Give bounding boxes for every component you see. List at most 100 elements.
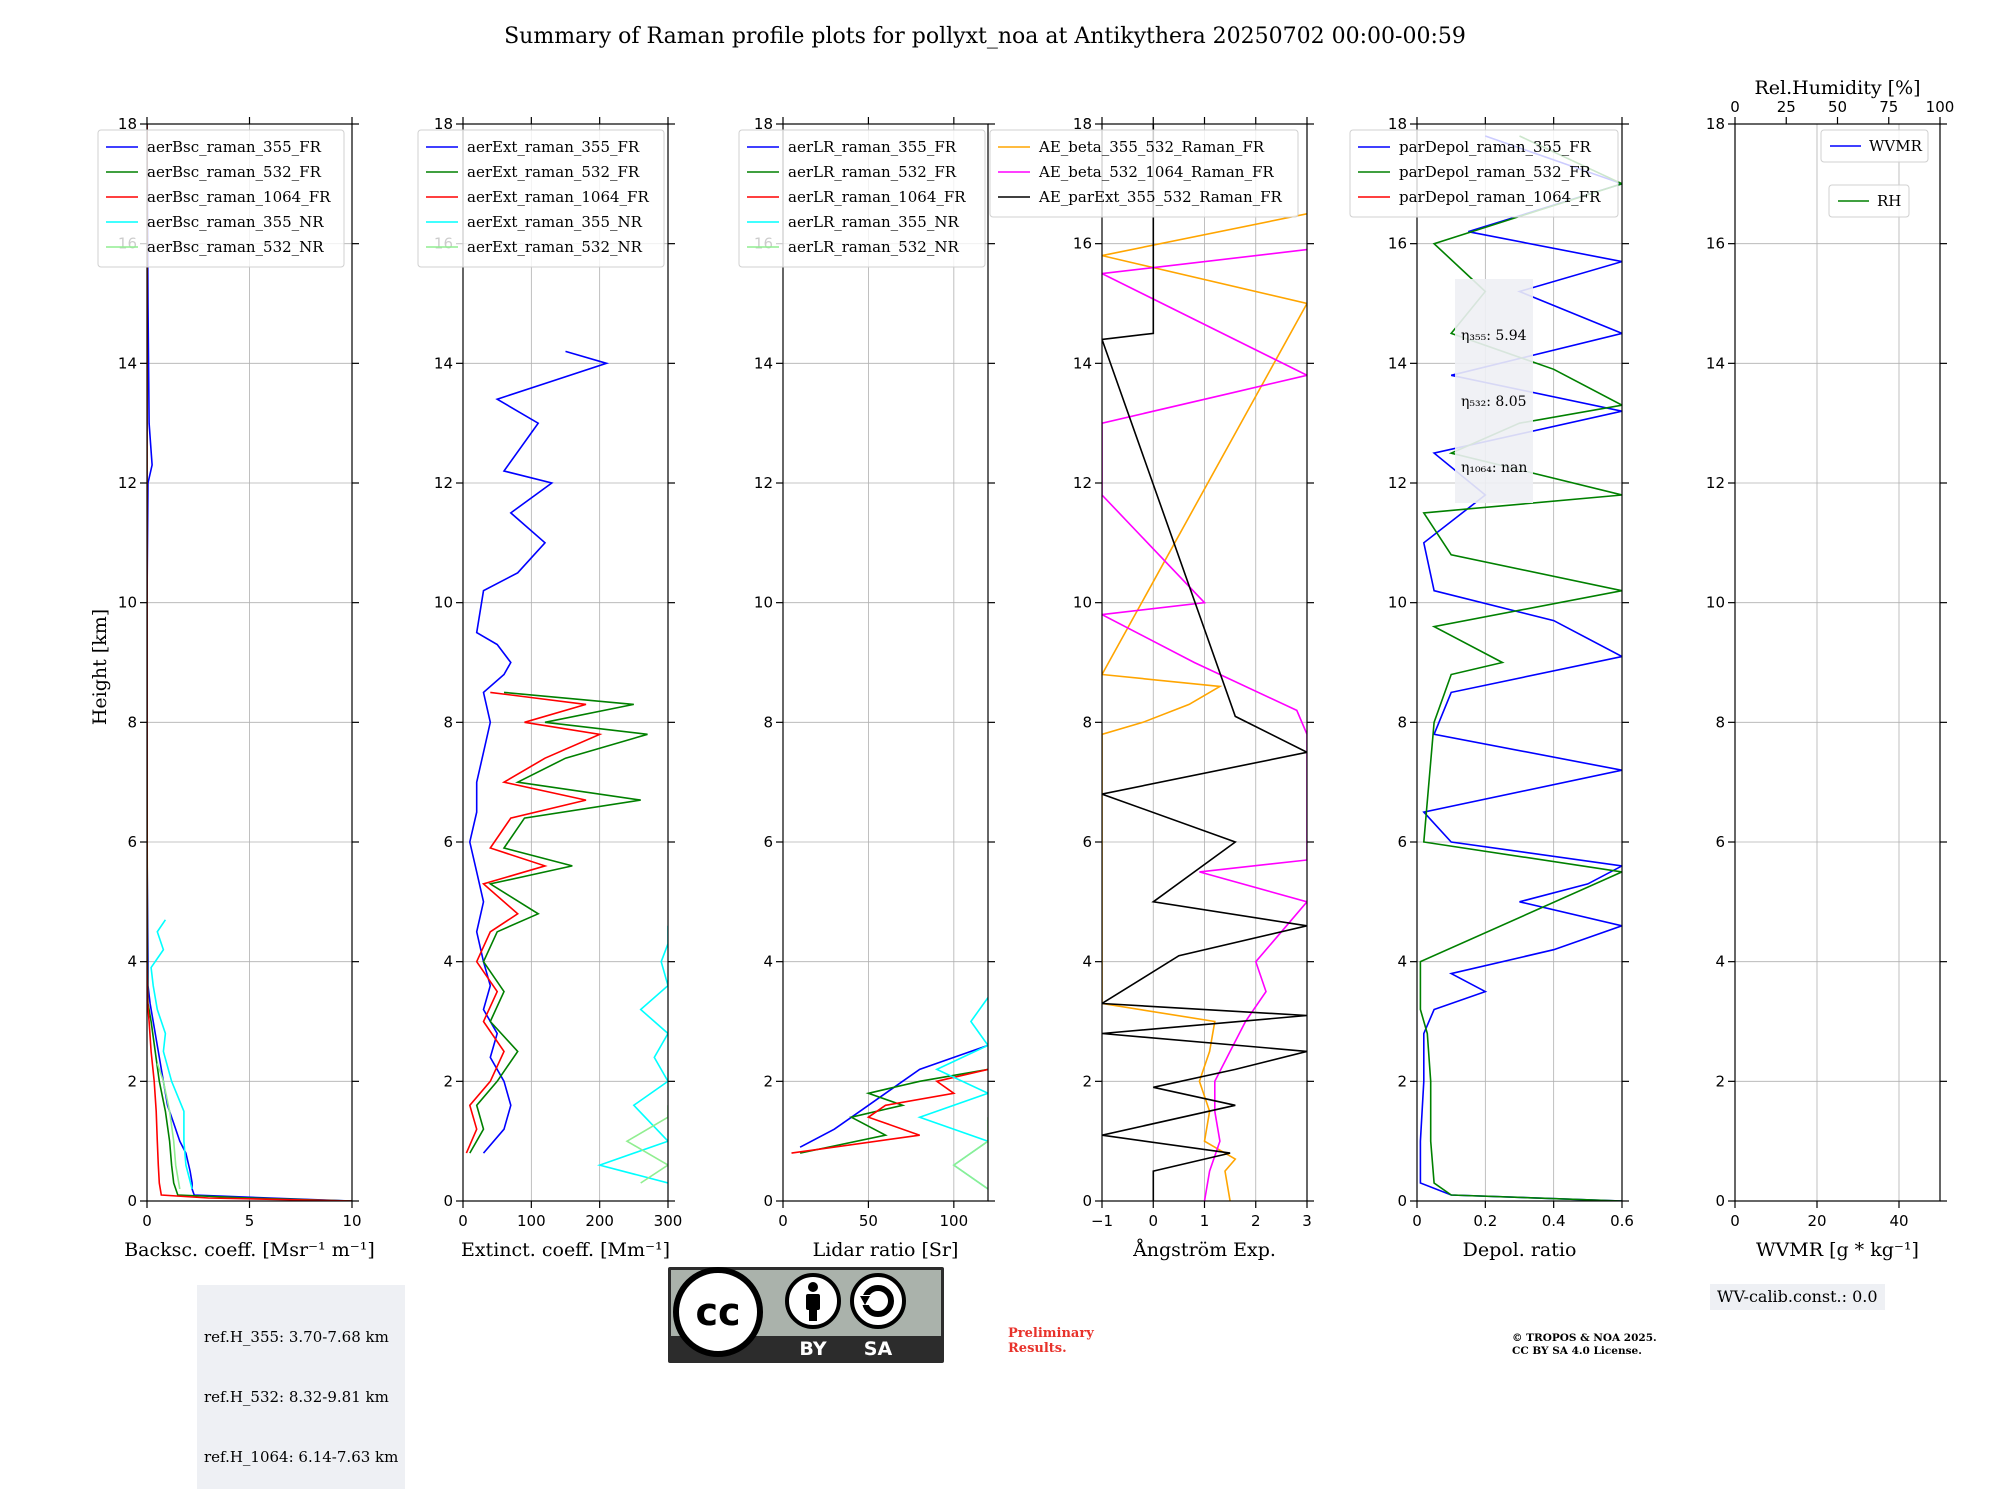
legend-frame	[417, 129, 665, 268]
ref-height-1064: ref.H_1064: 6.14-7.63 km	[204, 1448, 399, 1466]
x-tick-label-1: 0	[1148, 1212, 1158, 1230]
x-tick-label-0: −1	[1091, 1212, 1113, 1230]
ref-height-532: ref.H_532: 8.32-9.81 km	[204, 1388, 389, 1406]
y-tick-label-2: 4	[1397, 953, 1407, 971]
eta-532: η₅₃₂: 8.05	[1461, 394, 1527, 410]
ref-height-355: ref.H_355: 3.70-7.68 km	[204, 1328, 389, 1346]
legend-ext: aerExt_raman_355_FR aerExt_raman_532_FRae…	[417, 129, 665, 268]
x-axis-label: Lidar ratio [Sr]	[813, 1239, 959, 1261]
series-line-AE_parExt_355_532_Raman_FR	[1102, 124, 1307, 1201]
y-tick-label-1: 2	[1397, 1072, 1407, 1090]
y-tick-label-7: 14	[118, 354, 137, 372]
x-tick-label-1: 20	[1807, 1212, 1826, 1230]
x-tick-label-1: 100	[517, 1212, 546, 1230]
eta-1064: η₁₀₆₄: nan	[1461, 460, 1528, 476]
legend-label-2: aerBsc_raman_1064_FR	[147, 188, 331, 206]
series-line-aerExt_raman_532_NR	[625, 1105, 668, 1184]
cc-icon	[673, 1267, 763, 1357]
legend-label-4: aerLR_raman_532_NR	[788, 238, 959, 256]
y-tick-label-9: 18	[1388, 115, 1407, 133]
y-tick-label-8: 16	[1388, 235, 1407, 253]
y-tick-label-1: 2	[127, 1072, 137, 1090]
eta-annotation-box: η₃₅₅: 5.94 η₅₃₂: 8.05 η₁₀₆₄: nan	[1455, 279, 1534, 503]
legend-label-1: AE_beta_532_1064_Raman_FR	[1038, 163, 1274, 181]
series-line-aerExt_raman_1064_FR	[465, 691, 603, 1154]
y-tick-label-9: 18	[1706, 115, 1725, 133]
series-line-aerExt_raman_355_FR	[468, 350, 610, 1154]
figure-title: Summary of Raman profile plots for polly…	[504, 24, 1466, 49]
y-tick-label-2: 4	[127, 953, 137, 971]
series-line-aerLR_raman_1064_FR	[791, 1068, 988, 1154]
legend-label-2: aerExt_raman_1064_FR	[467, 188, 649, 206]
panel-wv: 0 20 40 0 2 4 6 8 10 12 14 16 18 WVMR [g * kg⁻¹] 0 25 50…	[1706, 77, 1954, 1261]
panel-bsc: 0510024681012141618Backsc. coeff. [Msr⁻¹…	[97, 115, 375, 1261]
y-tick-label-3: 6	[1715, 833, 1725, 851]
y-tick-label-9: 18	[1073, 115, 1092, 133]
copyright-note: © TROPOS & NOA 2025. CC BY SA 4.0 Licens…	[1512, 1332, 1657, 1357]
y-tick-label-0: 0	[1715, 1192, 1725, 1210]
y-tick-label-0: 0	[1082, 1192, 1092, 1210]
y-tick-label-4: 8	[1715, 713, 1725, 731]
height-axis-label: Height [km]	[89, 609, 111, 725]
sa-label: SA	[864, 1338, 893, 1360]
y-tick-label-7: 14	[1073, 354, 1092, 372]
y-tick-label-1: 2	[1715, 1072, 1725, 1090]
y-tick-label-3: 6	[1397, 833, 1407, 851]
cc-text: cc	[695, 1290, 740, 1334]
y-tick-label-9: 18	[118, 115, 137, 133]
y-tick-label-2: 4	[1715, 953, 1725, 971]
x-tick-label-2: 10	[342, 1212, 361, 1230]
series-line-aerExt_raman_532_FR	[469, 691, 648, 1154]
legend-box-RH: RH	[1828, 184, 1910, 218]
y-tick-label-0: 0	[127, 1192, 137, 1210]
x-tick-label-3: 2	[1251, 1212, 1261, 1230]
legend-label-0: aerLR_raman_355_FR	[788, 138, 957, 156]
x-tick-label-4: 3	[1302, 1212, 1312, 1230]
y-tick-label-4: 8	[1397, 713, 1407, 731]
x-axis-label: WVMR [g * kg⁻¹]	[1756, 1239, 1919, 1261]
top-tick-label-0: 0	[1730, 98, 1740, 116]
legend-bsc: aerBsc_raman_355_FR aerBsc_raman_532_FRae…	[97, 129, 345, 268]
x-tick-label-0: 0	[778, 1212, 788, 1230]
series-line-AE_beta_355_532_Raman_FR	[1102, 213, 1307, 1201]
x-tick-label-2: 100	[940, 1212, 969, 1230]
y-tick-label-9: 18	[754, 115, 773, 133]
axes-frame	[1416, 123, 1623, 1202]
x-axis-label: Extinct. coeff. [Mm⁻¹]	[461, 1239, 670, 1261]
legend-label-2: AE_parExt_355_532_Raman_FR	[1038, 188, 1283, 206]
series-group-ext	[465, 350, 668, 1184]
axes-frame	[1734, 123, 1941, 1202]
y-tick-label-0: 0	[443, 1192, 453, 1210]
legend-label-0: aerExt_raman_355_FR	[467, 138, 640, 156]
legend-ae: AE_beta_355_532_Raman_FR AE_beta_532_1064…	[989, 129, 1299, 218]
legend-label-1: aerBsc_raman_532_FR	[147, 163, 322, 181]
eta-355: η₃₅₅: 5.94	[1461, 328, 1527, 344]
series-line-aerExt_raman_355_NR	[596, 925, 668, 1184]
x-axis-label: Depol. ratio	[1463, 1239, 1577, 1261]
y-tick-label-2: 4	[1082, 953, 1092, 971]
y-tick-label-6: 12	[754, 474, 773, 492]
y-tick-label-7: 14	[1388, 354, 1407, 372]
x-tick-label-1: 0.2	[1473, 1212, 1497, 1230]
y-tick-label-5: 10	[754, 594, 773, 612]
series-group-ae	[1102, 124, 1307, 1201]
axes-frame	[462, 123, 669, 1202]
x-tick-label-3: 0.6	[1610, 1212, 1634, 1230]
x-tick-label-0: 0	[458, 1212, 468, 1230]
x-axis-label: Ångström Exp.	[1132, 1239, 1276, 1261]
y-tick-label-8: 16	[1073, 235, 1092, 253]
preliminary-note: Preliminary Results.	[1008, 1326, 1094, 1356]
y-tick-label-4: 8	[763, 713, 773, 731]
y-tick-label-4: 8	[127, 713, 137, 731]
x-tick-label-2: 200	[585, 1212, 614, 1230]
axes-frame	[782, 123, 989, 1202]
legend-label-4: aerExt_raman_532_NR	[467, 238, 643, 256]
legend-label-3: aerLR_raman_355_NR	[788, 213, 959, 231]
x-tick-label-0: 0	[1730, 1212, 1740, 1230]
y-tick-label-1: 2	[1082, 1072, 1092, 1090]
y-tick-label-7: 14	[1706, 354, 1725, 372]
y-tick-label-7: 14	[434, 354, 453, 372]
series-line-AE_beta_532_1064_Raman_FR	[1102, 248, 1307, 1201]
y-tick-label-6: 12	[1073, 474, 1092, 492]
